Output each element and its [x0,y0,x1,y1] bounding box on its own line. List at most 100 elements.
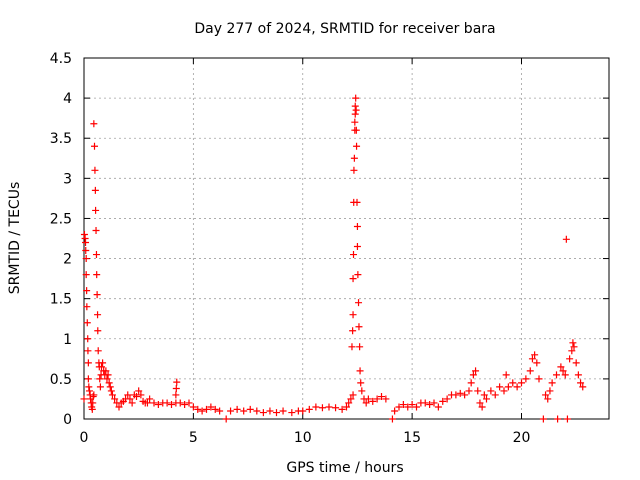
data-point [487,387,495,395]
data-point [502,371,510,379]
data-point [233,405,241,413]
data-point [351,118,359,126]
data-point [126,395,134,403]
data-point [348,343,356,351]
data-point [531,351,539,359]
data-point [92,251,100,259]
data-point [483,395,490,403]
data-point [362,399,370,407]
data-point [194,405,202,413]
data-point [353,222,361,230]
y-tick-label: 3 [63,171,72,187]
y-tick-label: 3.5 [50,131,72,147]
data-point [154,401,162,409]
y-tick-label: 1.5 [50,292,72,308]
data-point [198,407,206,415]
data-point [338,405,346,413]
chart-title: Day 277 of 2024, SRMTID for receiver bar… [194,21,495,37]
data-point [347,395,355,403]
data-point [80,395,88,403]
data-point [173,378,181,386]
data-point [518,379,525,387]
data-point [535,375,543,383]
data-point [539,415,547,423]
data-point [222,415,230,423]
data-point [90,391,98,399]
y-tick-label: 2 [63,252,72,268]
data-point [461,391,469,399]
data-point [189,403,197,411]
data-point [91,142,98,150]
data-point [395,403,403,411]
data-point [456,389,464,397]
y-tick-label: 4 [63,91,72,107]
data-point [522,375,530,383]
data-point [128,399,136,407]
data-point [137,391,145,399]
data-point [163,399,171,407]
data-point [207,403,215,411]
data-point [312,403,320,411]
data-point [562,235,570,243]
data-point [351,110,359,118]
data-point [89,399,97,407]
data-point [349,327,357,335]
data-point [349,311,357,319]
y-tick-label: 0 [63,412,72,428]
data-point [105,379,113,387]
data-point [568,347,576,355]
data-point [124,391,132,399]
data-point [325,403,333,411]
data-point [83,319,91,327]
data-point [133,393,140,401]
data-point [357,379,365,387]
data-point [98,363,105,371]
data-point [465,387,473,395]
data-point [99,359,107,367]
data-point [115,403,123,411]
data-point [373,395,381,403]
data-point [353,142,361,150]
data-point [273,409,280,417]
data-point [452,391,460,399]
data-point [391,407,399,415]
data-point [203,405,210,413]
data-point [434,403,442,411]
plot-frame [83,57,610,420]
y-tick-label: 0.5 [50,372,72,388]
data-point [305,405,313,413]
data-point [94,327,102,335]
data-point [533,359,541,367]
data-point [106,383,114,391]
x-axis-label: GPS time / hours [286,460,403,476]
data-point [353,243,361,251]
data-point [91,186,99,194]
y-tick-label: 2.5 [50,211,72,227]
data-point [84,347,92,355]
data-point [93,291,101,299]
data-point [469,371,477,379]
data-point [570,343,578,351]
y-axis-label: SRMTID / TECUs [7,182,23,295]
data-point [82,247,90,255]
data-point [90,120,98,128]
data-point [559,367,567,375]
data-point [513,383,521,391]
data-point [85,383,93,391]
data-point [476,399,484,407]
data-point [404,403,412,411]
data-markers [80,94,587,423]
data-point [408,401,416,409]
data-point [352,106,360,114]
data-point [85,387,93,395]
data-point [172,385,180,393]
data-point [561,371,569,379]
data-point [504,383,512,391]
data-point [279,407,287,415]
data-point [89,393,97,401]
data-point [500,387,508,395]
y-tick-label: 1 [63,332,72,348]
data-point [563,415,571,423]
data-point [378,393,385,401]
data-point [92,226,100,234]
